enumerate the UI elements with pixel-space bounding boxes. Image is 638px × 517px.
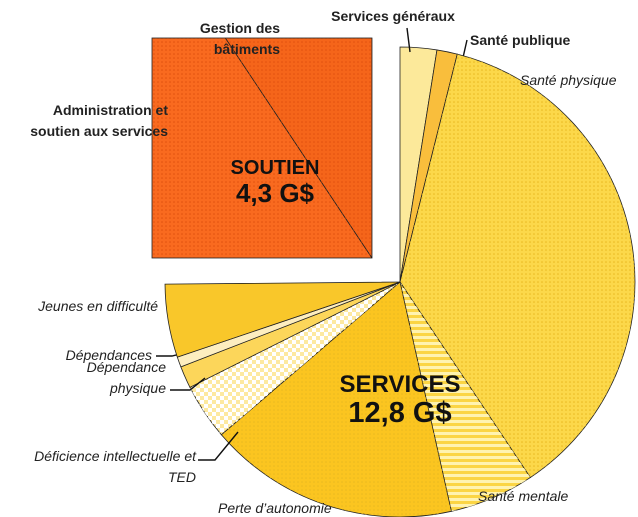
slice-label: Services généraux: [331, 8, 455, 24]
slice-label: Jeunes en difficulté: [38, 298, 158, 314]
slice-label: Perte d’autonomie: [218, 500, 332, 516]
leader-line: [406, 27, 411, 53]
group-total: 12,8 G$: [348, 397, 452, 429]
leader-line: [170, 377, 206, 391]
group-total: 4,3 G$: [235, 178, 315, 208]
slice-label: Dépendances: [65, 347, 152, 363]
slice-label: Santé publique: [470, 32, 571, 48]
slice-label: Santé physique: [520, 72, 617, 88]
group-name: SERVICES: [339, 371, 461, 398]
slice-label: Santé mentale: [478, 488, 569, 504]
slice-label: Dépendance physique: [86, 359, 166, 396]
group-name: SOUTIEN: [230, 157, 320, 179]
slice-label: Gestion des bâtiments: [199, 20, 280, 57]
soutien-frame: [151, 37, 373, 259]
leader-line: [198, 431, 239, 461]
slice-label: Administration et soutien aux services: [30, 102, 168, 139]
slice-label: Déficience intellectuelle et TED: [34, 448, 196, 485]
pie-slice: [164, 281, 401, 358]
